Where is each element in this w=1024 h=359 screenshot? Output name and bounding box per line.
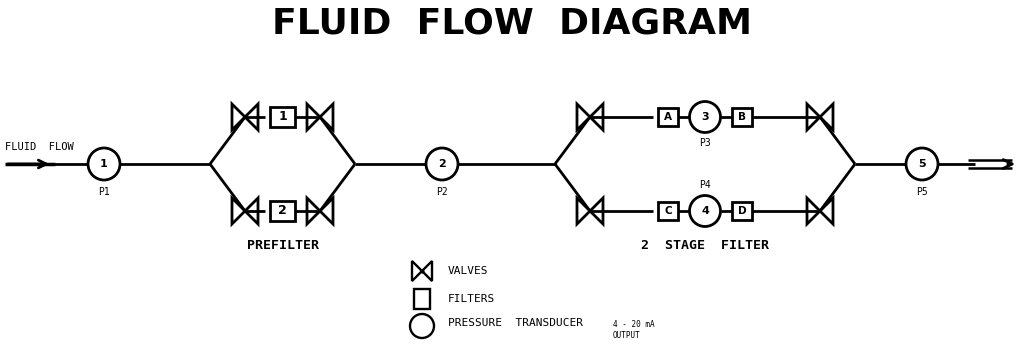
Bar	[270, 107, 295, 127]
Bar	[732, 202, 752, 220]
Text: C: C	[665, 206, 672, 216]
Text: FILTERS: FILTERS	[449, 294, 496, 304]
Bar	[658, 202, 678, 220]
Text: PREFILTER: PREFILTER	[247, 239, 318, 252]
Text: 2  STAGE  FILTER: 2 STAGE FILTER	[641, 239, 769, 252]
Text: FLUID  FLOW  DIAGRAM: FLUID FLOW DIAGRAM	[272, 7, 752, 41]
Text: 4: 4	[701, 206, 709, 216]
Circle shape	[689, 102, 721, 132]
Circle shape	[906, 148, 938, 180]
Bar	[732, 108, 752, 126]
Text: A: A	[664, 112, 672, 122]
Text: 3: 3	[701, 112, 709, 122]
Text: 2: 2	[438, 159, 445, 169]
Text: P1: P1	[98, 187, 110, 197]
Text: 1: 1	[279, 111, 287, 123]
Text: PRESSURE  TRANSDUCER: PRESSURE TRANSDUCER	[449, 318, 583, 328]
Bar	[414, 289, 430, 309]
Circle shape	[689, 196, 721, 227]
Text: 2: 2	[279, 205, 287, 218]
Text: P4: P4	[699, 181, 711, 191]
Text: P3: P3	[699, 139, 711, 149]
Circle shape	[426, 148, 458, 180]
Text: 5: 5	[919, 159, 926, 169]
Text: 4 - 20 mA
OUTPUT: 4 - 20 mA OUTPUT	[613, 320, 654, 340]
Text: P2: P2	[436, 187, 447, 197]
Text: D: D	[737, 206, 746, 216]
Text: B: B	[738, 112, 746, 122]
Circle shape	[410, 314, 434, 338]
Text: VALVES: VALVES	[449, 266, 488, 276]
Text: 1: 1	[100, 159, 108, 169]
Bar	[270, 201, 295, 221]
Circle shape	[88, 148, 120, 180]
Text: P5: P5	[916, 187, 928, 197]
Text: FLUID  FLOW: FLUID FLOW	[5, 142, 74, 152]
Bar	[658, 108, 678, 126]
